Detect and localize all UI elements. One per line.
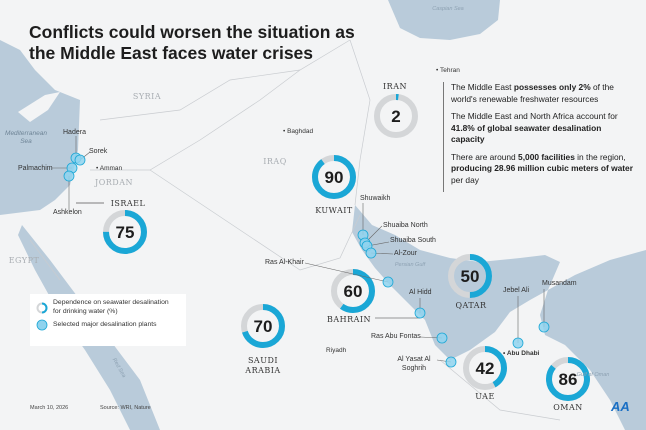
sea-label-gulf-of-oman: Gulf of Oman bbox=[576, 372, 610, 378]
donut-value-label: 70 bbox=[254, 317, 273, 336]
aa-logo: AA bbox=[611, 399, 630, 414]
plant-label-shuaiba-south: Shuaiba South bbox=[390, 237, 436, 244]
plant-marker-al-zour bbox=[365, 247, 377, 259]
donut-value-label: 75 bbox=[116, 223, 135, 242]
plant-marker-sorek bbox=[74, 154, 86, 166]
country-label-qatar: QATAR bbox=[455, 301, 487, 310]
donut-value-arc bbox=[463, 346, 507, 390]
plant-marker-ras-abu-fontas bbox=[436, 332, 448, 344]
plant-label-shuwaikh: Shuwaikh bbox=[360, 195, 391, 202]
legend-plant-row: Selected major desalination plants bbox=[36, 319, 180, 331]
country-label-oman: OMAN bbox=[553, 403, 583, 412]
title-line-2: the Middle East faces water crises bbox=[29, 43, 314, 63]
plant-marker-al-yasat-al-soghrih bbox=[445, 356, 457, 368]
donut-value-arc bbox=[241, 304, 285, 348]
title-line-1: Conflicts could worsen the situation as bbox=[29, 22, 355, 42]
donut-qatar: 50 bbox=[448, 254, 492, 298]
donut-iran: 2 bbox=[374, 94, 418, 138]
country-label-bahrain: BAHRAIN bbox=[326, 315, 372, 324]
city-tehran: • Tehran bbox=[436, 67, 460, 74]
plant-label-hadera: Hadera bbox=[63, 129, 86, 136]
legend-plant-label: Selected major desalination plants bbox=[53, 320, 157, 328]
sea-label-persian-gulf: Persian Gulf bbox=[394, 262, 426, 268]
plant-marker-jebel-ali bbox=[512, 337, 524, 349]
country-label-israel: ISRAEL bbox=[110, 199, 146, 208]
donut-value-arc bbox=[546, 357, 590, 401]
donut-value-arc bbox=[448, 254, 492, 298]
sea-label-mediterranean: Mediterranean Sea bbox=[5, 130, 47, 145]
donut-oman: 86 bbox=[546, 357, 590, 401]
plant-marker-musandam bbox=[538, 321, 550, 333]
donut-israel: 75 bbox=[103, 210, 147, 254]
donut-value-label: 50 bbox=[461, 267, 480, 286]
info-fact-2: The Middle East and North Africa account… bbox=[451, 111, 618, 144]
country-label-egypt: EGYPT bbox=[8, 256, 40, 265]
plant-label-shuaiba-north: Shuaiba North bbox=[383, 222, 428, 229]
page-title: Conflicts could worsen the situation as … bbox=[29, 22, 355, 64]
plant-label-palmachim: Palmachim bbox=[18, 165, 53, 172]
plant-label-al-hidd: Al Hidd bbox=[409, 289, 432, 296]
plant-marker-ras-al-khair bbox=[382, 276, 394, 288]
persian-gulf bbox=[352, 205, 560, 360]
donut-value-arc bbox=[374, 94, 418, 138]
plant-label-musandam: Musandam bbox=[542, 280, 577, 287]
plant-label-sorek: Sorek bbox=[89, 148, 108, 155]
country-label-iran: IRAN bbox=[383, 82, 407, 91]
city-abu-dhabi: • Abu Dhabi bbox=[503, 350, 540, 357]
legend: Dependence on seawater desalination for … bbox=[30, 294, 186, 346]
donut-saudi: 70 bbox=[241, 304, 285, 348]
plant-label-jebel-ali: Jebel Ali bbox=[503, 287, 530, 294]
legend-ring-label: Dependence on seawater desalination for … bbox=[53, 299, 169, 315]
plant-label-ras-abu-fontas: Ras Abu Fontas bbox=[371, 333, 421, 340]
donut-value-label: 86 bbox=[559, 370, 578, 389]
donut-uae: 42 bbox=[463, 346, 507, 390]
ring-icon bbox=[36, 302, 48, 313]
country-label-jordan: JORDAN bbox=[95, 178, 133, 187]
date-label: March 10, 2026 bbox=[30, 405, 69, 411]
plant-marker-ashkelon bbox=[63, 170, 75, 182]
info-panel: The Middle East possesses only 2% of the… bbox=[443, 82, 633, 192]
plant-label-al-yasat: Al Yasat Al Soghrih bbox=[397, 356, 431, 372]
donut-value-label: 42 bbox=[476, 359, 495, 378]
sea-label-caspian: Caspian Sea bbox=[432, 6, 464, 12]
source-label: Source: WRI, Nature bbox=[100, 405, 151, 411]
gulf-of-oman bbox=[540, 250, 646, 430]
donut-value-label: 90 bbox=[325, 168, 344, 187]
donut-bahrain: 60 bbox=[331, 269, 375, 313]
plant-label-al-zour: Al-Zour bbox=[394, 250, 417, 257]
city-riyadh: Riyadh bbox=[326, 347, 347, 354]
country-label-kuwait: KUWAIT bbox=[315, 206, 353, 215]
donut-value-label: 60 bbox=[344, 282, 363, 301]
donut-value-label: 2 bbox=[391, 107, 400, 126]
mediterranean-sea bbox=[0, 40, 80, 215]
country-label-syria: SYRIA bbox=[132, 92, 162, 101]
country-label-saudi-arabia: SAUDI ARABIA bbox=[245, 356, 281, 375]
city-baghdad: • Baghdad bbox=[283, 128, 314, 135]
borders bbox=[29, 39, 561, 421]
plant-label-ras-al-khair: Ras Al-Khair bbox=[265, 259, 304, 266]
city-amman: • Amman bbox=[96, 165, 123, 172]
info-fact-3: There are around 5,000 facilities in the… bbox=[451, 151, 633, 185]
info-fact-1: The Middle East possesses only 2% of the… bbox=[451, 82, 614, 104]
country-label-uae: UAE bbox=[475, 392, 495, 401]
caspian-sea bbox=[388, 0, 500, 40]
plant-dot-icon bbox=[36, 319, 48, 331]
donut-value-arc bbox=[312, 155, 356, 199]
cyprus bbox=[18, 92, 60, 122]
donut-kuwait: 90 bbox=[312, 155, 356, 199]
plant-leader-line bbox=[304, 262, 389, 283]
plant-label-ashkelon: Ashkelon bbox=[53, 209, 82, 216]
donut-value-arc bbox=[331, 269, 375, 313]
plant-marker-al-hidd bbox=[414, 307, 426, 319]
donut-value-arc bbox=[103, 210, 147, 254]
legend-ring-row: Dependence on seawater desalination for … bbox=[36, 299, 180, 316]
country-label-iraq: IRAQ bbox=[263, 157, 287, 166]
